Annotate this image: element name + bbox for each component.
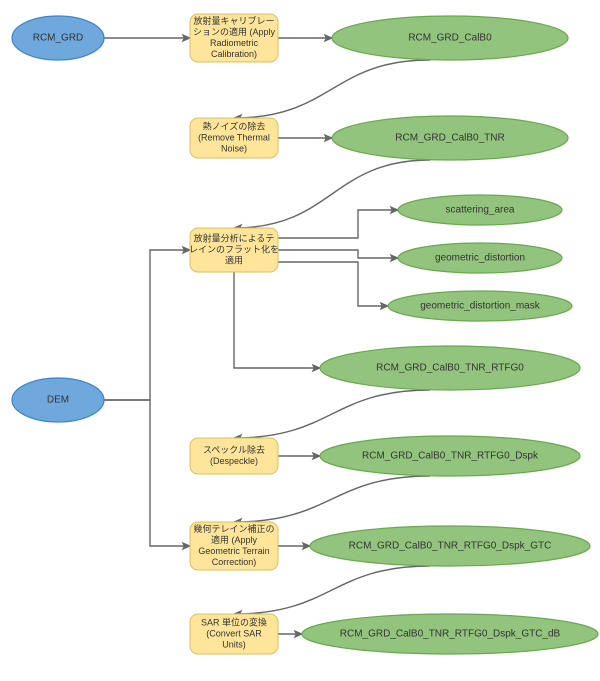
node-label-step_gtc-line1: 適用 (Apply [211, 534, 258, 545]
node-step_despeckle: スペックル除去(Despeckle) [190, 438, 278, 474]
node-out_geom: geometric_distortion [398, 243, 562, 273]
node-label-out_geom-line0: geometric_distortion [435, 253, 525, 264]
node-out_scat: scattering_area [398, 195, 562, 225]
node-label-out_gtc-line0: RCM_GRD_CalB0_TNR_RTFG0_Dspk_GTC [349, 541, 552, 552]
node-label-step_calib-line2: Radiometric [210, 38, 259, 48]
node-step_calib: 放射量キャリブレーションの適用 (ApplyRadiometricCalibra… [190, 14, 278, 62]
node-label-out_scat-line0: scattering_area [446, 205, 515, 216]
edge-out_rtfg0-to-step_despeckle [234, 390, 430, 438]
node-label-step_rtf-line1: レインのフラット化を [189, 243, 279, 254]
node-label-step_calib-line0: 放射量キャリブレー [193, 15, 274, 26]
node-out_tnr: RCM_GRD_CalB0_TNR [332, 116, 568, 160]
node-label-out_dspk-line0: RCM_GRD_CalB0_TNR_RTFG0_Dspk [362, 451, 539, 462]
edge-out_tnr-to-step_rtf [234, 160, 430, 228]
edge-step_rtf-to-out_scat [278, 210, 398, 238]
node-label-out_rtfg0-line0: RCM_GRD_CalB0_TNR_RTFG0 [376, 363, 524, 374]
edge-step_rtf-to-out_geom [278, 250, 398, 258]
edge-step_rtf-to-out_mask [278, 262, 388, 306]
node-label-step_thermal-line0: 熱ノイズの除去 [203, 120, 266, 131]
node-label-rcm_grd-line0: RCM_GRD [33, 33, 84, 44]
node-label-step_despeckle-line1: (Despeckle) [210, 456, 258, 466]
node-label-step_despeckle-line0: スペックル除去 [203, 444, 265, 455]
node-rcm_grd: RCM_GRD [12, 16, 104, 60]
node-step_gtc: 幾何テレイン補正の適用 (ApplyGeometric TerrainCorre… [190, 522, 278, 570]
node-label-step_rtf-line2: 適用 [225, 254, 243, 265]
node-label-dem-line0: DEM [47, 395, 69, 406]
node-step_units: SAR 単位の変換(Convert SARUnits) [190, 614, 278, 654]
flowchart: RCM_GRD DEM 放射量キャリブレーションの適用 (ApplyRadiomet… [0, 0, 600, 681]
nodes-layer: RCM_GRD DEM 放射量キャリブレーションの適用 (ApplyRadiomet… [12, 14, 598, 654]
node-label-step_rtf-line0: 放射量分析によるテ [194, 232, 275, 243]
node-out_db: RCM_GRD_CalB0_TNR_RTFG0_Dspk_GTC_dB [302, 614, 598, 654]
node-out_gtc: RCM_GRD_CalB0_TNR_RTFG0_Dspk_GTC [310, 526, 590, 566]
edge-out_gtc-to-step_units [234, 566, 430, 614]
node-out_rtfg0: RCM_GRD_CalB0_TNR_RTFG0 [320, 346, 580, 390]
node-label-step_units-line0: SAR 単位の変換 [201, 616, 267, 627]
node-label-step_thermal-line2: Noise) [221, 143, 247, 153]
node-label-step_thermal-line1: (Remove Thermal [198, 132, 270, 142]
edge-out_dspk-to-step_gtc [234, 476, 430, 522]
node-step_rtf: 放射量分析によるテレインのフラット化を適用 [189, 228, 279, 272]
node-out_dspk: RCM_GRD_CalB0_TNR_RTFG0_Dspk [320, 436, 580, 476]
node-out_mask: geometric_distortion_mask [388, 291, 572, 321]
node-label-step_calib-line1: ションの適用 (Apply [193, 26, 276, 37]
node-label-step_calib-line3: Calibration) [211, 49, 257, 59]
edge-out_calb0-to-step_thermal [234, 60, 430, 118]
node-label-out_mask-line0: geometric_distortion_mask [420, 301, 540, 312]
node-label-out_tnr-line0: RCM_GRD_CalB0_TNR [395, 133, 504, 144]
node-label-step_units-line2: Units) [222, 639, 246, 649]
node-label-out_calb0-line0: RCM_GRD_CalB0 [408, 33, 492, 44]
node-out_calb0: RCM_GRD_CalB0 [332, 16, 568, 60]
edge-dem-to-step_gtc [104, 400, 190, 546]
node-step_thermal: 熱ノイズの除去(Remove ThermalNoise) [190, 118, 278, 158]
node-label-step_gtc-line0: 幾何テレイン補正の [193, 523, 274, 534]
node-label-step_gtc-line3: Correction) [212, 557, 257, 567]
node-dem: DEM [12, 378, 104, 422]
node-label-step_units-line1: (Convert SAR [206, 628, 262, 638]
edge-step_rtf-to-out_rtfg0 [234, 272, 320, 368]
node-label-step_gtc-line2: Geometric Terrain [198, 546, 269, 556]
node-label-out_db-line0: RCM_GRD_CalB0_TNR_RTFG0_Dspk_GTC_dB [340, 629, 561, 640]
edge-dem-to-step_rtf [104, 250, 190, 400]
